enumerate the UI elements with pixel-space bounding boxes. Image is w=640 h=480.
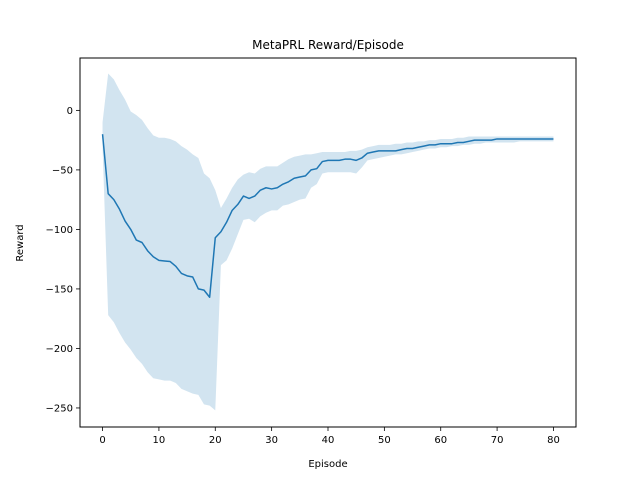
- x-tick-label: 40: [322, 435, 335, 446]
- y-tick-label: −50: [52, 165, 73, 176]
- y-tick-label: −150: [46, 284, 73, 295]
- x-tick-label: 80: [547, 435, 560, 446]
- x-tick-label: 50: [378, 435, 391, 446]
- series-line-0: [101, 134, 554, 298]
- y-tick-label: 0: [67, 106, 73, 117]
- y-axis: 0 −50 −100 −150 −200 −250: [46, 106, 80, 414]
- y-tick-label: −250: [46, 403, 73, 414]
- x-tick-label: 10: [153, 435, 166, 446]
- x-axis: 0 10 20 30 40 50 60 70 80: [99, 427, 560, 446]
- confidence-band-0: [102, 73, 554, 411]
- x-axis-label: Episode: [308, 459, 347, 470]
- plot-area: [101, 73, 554, 411]
- x-tick-label: 60: [434, 435, 447, 446]
- chart-title: MetaPRL Reward/Episode: [252, 38, 404, 52]
- x-tick-label: 70: [491, 435, 504, 446]
- y-tick-label: −100: [46, 225, 73, 236]
- x-tick-label: 30: [265, 435, 278, 446]
- y-tick-label: −200: [46, 344, 73, 355]
- x-tick-label: 0: [99, 435, 105, 446]
- x-tick-label: 20: [209, 435, 222, 446]
- y-axis-label: Reward: [15, 224, 26, 261]
